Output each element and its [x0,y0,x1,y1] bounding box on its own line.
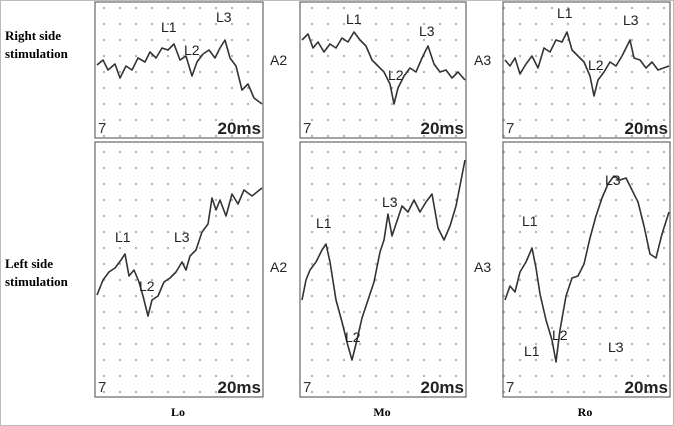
peak-label: L1 [316,215,332,231]
column-label: Mo [373,405,390,419]
waveform [96,39,263,105]
column-label: Ro [578,405,593,419]
scale-label: 20ms [218,378,261,397]
column-label: Lo [171,405,185,419]
side-label: A2 [270,259,287,275]
side-label: A3 [474,52,491,68]
peak-label: L1 [524,343,540,359]
row-label: stimulation [5,46,69,61]
peak-label: L3 [174,229,190,245]
peak-label: L2 [184,42,200,58]
marker: 7 [98,120,106,137]
scale-label: 20ms [421,119,464,138]
row-label: Right side [5,28,61,43]
scale-label: 20ms [421,378,464,397]
marker: 7 [303,379,311,396]
scale-label: 20ms [625,378,668,397]
peak-label: L2 [388,67,404,83]
waveform [96,187,263,317]
peak-label: L3 [623,12,639,28]
panel [94,1,264,139]
row-label: Left side [5,256,53,271]
panel [502,1,671,139]
waveform [301,31,466,105]
peak-label: L3 [419,23,435,39]
peak-label: L3 [608,339,624,355]
peak-label: L1 [557,5,573,21]
peak-label: L2 [139,278,155,294]
waveform [301,159,466,361]
panel [94,141,264,398]
scale-label: 20ms [625,119,668,138]
peak-label: L3 [605,172,621,188]
waveform [504,31,670,97]
peak-label: L3 [216,9,232,25]
waveform [504,175,670,363]
marker: 7 [303,120,311,137]
peak-label: L2 [345,329,361,345]
panel [299,141,467,398]
peak-label: L1 [161,19,177,35]
peak-label: L1 [346,11,362,27]
marker: 7 [98,379,106,396]
peak-label: L2 [552,327,568,343]
side-label: A2 [270,52,287,68]
peak-label: L1 [115,229,131,245]
peak-label: L3 [382,194,398,210]
scale-label: 20ms [218,119,261,138]
marker: 7 [506,120,514,137]
panel [502,141,671,398]
marker: 7 [506,379,514,396]
peak-label: L1 [522,213,538,229]
peak-label: L2 [588,57,604,73]
row-label: stimulation [5,274,69,289]
side-label: A3 [474,259,491,275]
